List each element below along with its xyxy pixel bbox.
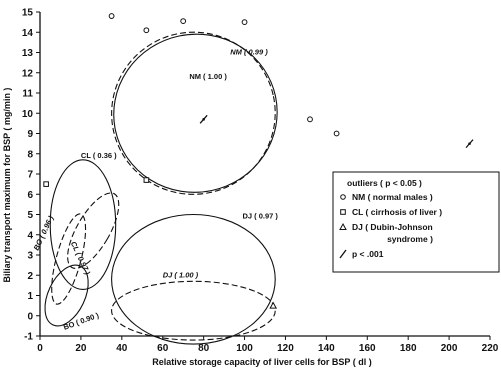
y-tick-label: 14: [22, 28, 34, 39]
y-axis-label: Biliary transport maximum for BSP ( mg/m…: [2, 88, 12, 283]
x-tick-label: 100: [236, 343, 253, 354]
x-tick-label: 0: [37, 343, 43, 354]
ellipse-cl-0-97-: [67, 192, 120, 269]
annotation-dj-0-97-: DJ ( 0.97 ): [243, 212, 279, 221]
y-tick-label: 6: [27, 190, 33, 201]
ellipse-bo-0-96-: [51, 213, 87, 305]
x-tick-label: 60: [157, 343, 169, 354]
ellipse-dj-1-00-: [111, 280, 276, 341]
outlier-nm-circle: [143, 27, 150, 34]
annotation-cl-0-97-: CL ( 0.97 ): [69, 240, 92, 277]
outlier-nm-circle: [180, 18, 187, 25]
legend-marker-square: [340, 209, 346, 215]
y-tick-label: 13: [22, 48, 34, 59]
ellipse-nm-0-99-: [111, 31, 276, 195]
x-tick-label: 180: [400, 343, 417, 354]
legend-label: DJ ( Dubin-Johnson: [352, 222, 433, 232]
outlier-layer: [43, 13, 474, 309]
y-tick-label: 3: [27, 251, 33, 262]
tick-layer: 0 20 40 60 80 100 120 140 160 180 200 220-101234567…: [22, 8, 499, 355]
x-tick-label: 220: [482, 343, 499, 354]
y-tick-label: 15: [22, 8, 34, 19]
y-tick-label: 9: [27, 129, 33, 140]
ellipse-nm-1-00-: [113, 33, 278, 193]
x-tick-label: 160: [359, 343, 376, 354]
legend-label: CL ( cirrhosis of liver ): [352, 207, 442, 217]
ellipse-cl-0-36-: [49, 159, 117, 290]
y-tick-label: 8: [27, 149, 33, 160]
y-tick-label: 12: [22, 68, 34, 79]
legend-label: p < .001: [352, 249, 384, 259]
x-tick-label: 140: [318, 343, 335, 354]
y-tick-label: 2: [27, 271, 33, 282]
legend-marker-circle: [340, 194, 346, 200]
outlier-dj-triangle: [269, 301, 278, 309]
y-tick-label: 5: [27, 210, 33, 221]
outlier-nm-circle: [241, 19, 248, 26]
legend-marker-triangle: [339, 222, 347, 230]
outlier-cl-square: [43, 181, 49, 187]
y-tick-label: 4: [27, 230, 33, 241]
annotation-bo-0-90-: BO ( 0.90 ): [62, 310, 100, 331]
outlier-nm-slash-dot: [202, 118, 205, 121]
y-tick-label: 10: [22, 109, 34, 120]
legend-title: outliers ( p < 0.05 ): [347, 178, 422, 188]
legend-box: [332, 171, 500, 273]
y-tick-label: -1: [24, 332, 33, 343]
x-axis-label: Relative storage capacity of liver cells…: [152, 357, 371, 367]
x-tick-label: 20: [75, 343, 87, 354]
x-tick-label: 200: [441, 343, 458, 354]
x-tick-label: 120: [277, 343, 294, 354]
outlier-nm-circle: [108, 13, 115, 19]
annotation-layer: NM ( 0.99 ) NM ( 1.00 ) CL ( 0.36 ) DJ ( 0.…: [32, 48, 279, 332]
annotation-dj-1-00-: DJ ( 1.00 ): [163, 270, 199, 279]
x-tick-label: 40: [116, 343, 128, 354]
outlier-cl-square: [143, 177, 150, 183]
legend-marker-slash: [339, 249, 347, 259]
annotation-cl-0-36-: CL ( 0.36 ): [81, 151, 117, 160]
y-tick-label: 1: [27, 291, 33, 302]
annotation-nm-0-99-: NM ( 0.99 ): [230, 48, 268, 57]
legend-label-continued: syndrome ): [387, 234, 433, 244]
ellipse-bo-0-90-: [44, 264, 89, 327]
annotation-nm-1-00-: NM ( 1.00 ): [189, 72, 227, 81]
outlier-nm-slash-dot: [468, 142, 471, 145]
y-tick-label: 11: [22, 89, 33, 100]
y-tick-label: 7: [27, 170, 33, 181]
ellipse-dj-0-97-: [111, 213, 276, 345]
outlier-nm-circle: [333, 130, 340, 137]
ellipse-layer: [44, 31, 278, 345]
y-tick-label: 0: [27, 311, 33, 322]
legend-label: NM ( normal males ): [352, 192, 433, 202]
outlier-nm-circle: [307, 116, 313, 123]
x-tick-label: 80: [198, 343, 210, 354]
legend: outliers ( p < 0.05 ) NM ( normal males …: [332, 171, 500, 273]
